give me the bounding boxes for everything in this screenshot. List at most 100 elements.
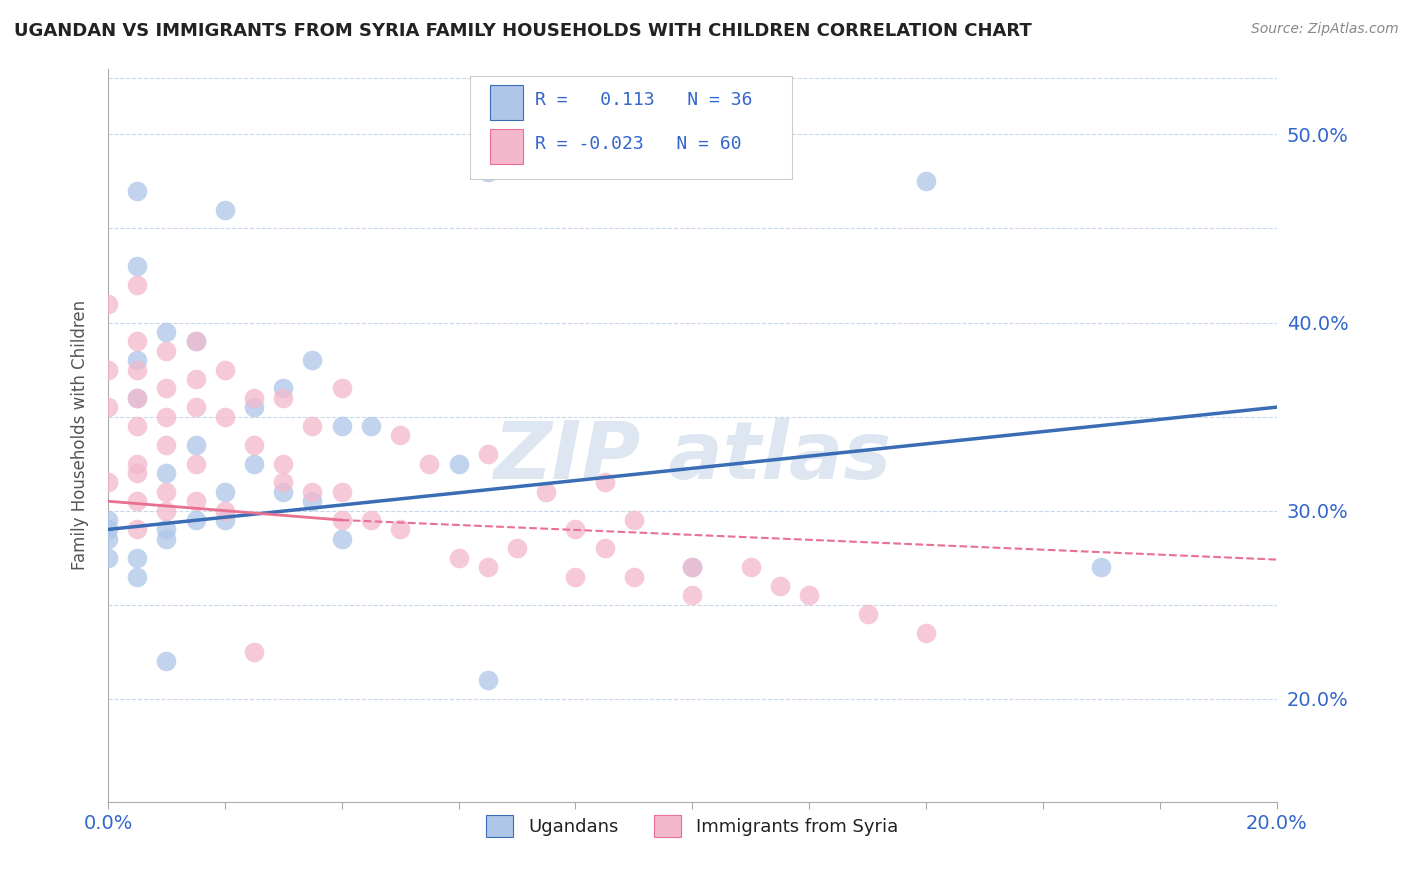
Point	[184, 400, 207, 414]
Point	[97, 550, 120, 565]
Point	[915, 174, 938, 188]
FancyBboxPatch shape	[470, 76, 792, 178]
Point	[155, 503, 177, 517]
Point	[477, 560, 499, 574]
Point	[127, 353, 149, 368]
Point	[214, 202, 236, 217]
Point	[564, 523, 586, 537]
Point	[418, 457, 440, 471]
Bar	[491, 85, 523, 120]
Point	[184, 334, 207, 349]
Point	[681, 560, 703, 574]
Point	[127, 277, 149, 292]
Text: Source: ZipAtlas.com: Source: ZipAtlas.com	[1251, 22, 1399, 37]
Point	[330, 381, 353, 395]
Point	[593, 475, 616, 490]
Point	[184, 438, 207, 452]
Point	[127, 494, 149, 508]
Point	[155, 532, 177, 546]
Point	[301, 494, 323, 508]
Point	[97, 523, 120, 537]
Point	[214, 503, 236, 517]
Point	[184, 494, 207, 508]
Point	[593, 541, 616, 556]
Point	[155, 466, 177, 480]
Point	[360, 419, 382, 434]
Point	[155, 343, 177, 358]
Point	[184, 457, 207, 471]
Point	[271, 475, 294, 490]
Point	[127, 550, 149, 565]
Point	[564, 569, 586, 583]
Point	[681, 560, 703, 574]
Point	[797, 588, 820, 602]
Point	[214, 409, 236, 424]
Point	[184, 334, 207, 349]
Point	[534, 484, 557, 499]
Point	[97, 296, 120, 310]
Point	[477, 447, 499, 461]
Point	[155, 484, 177, 499]
Point	[271, 391, 294, 405]
Point	[301, 484, 323, 499]
Point	[127, 259, 149, 273]
Point	[243, 400, 266, 414]
Point	[127, 466, 149, 480]
Point	[915, 626, 938, 640]
Point	[214, 513, 236, 527]
Point	[155, 325, 177, 339]
Point	[330, 532, 353, 546]
Text: R = -0.023   N = 60: R = -0.023 N = 60	[534, 135, 741, 153]
Bar	[491, 128, 523, 164]
Point	[740, 560, 762, 574]
Point	[623, 513, 645, 527]
Point	[623, 569, 645, 583]
Point	[271, 457, 294, 471]
Point	[447, 550, 470, 565]
Point	[97, 475, 120, 490]
Point	[389, 523, 412, 537]
Point	[127, 391, 149, 405]
Point	[271, 484, 294, 499]
Point	[243, 457, 266, 471]
Point	[155, 523, 177, 537]
Point	[127, 523, 149, 537]
Point	[214, 362, 236, 376]
Point	[97, 362, 120, 376]
Point	[155, 654, 177, 668]
Point	[97, 513, 120, 527]
Point	[301, 353, 323, 368]
Point	[506, 541, 529, 556]
Point	[681, 588, 703, 602]
Point	[477, 673, 499, 687]
Legend: Ugandans, Immigrants from Syria: Ugandans, Immigrants from Syria	[479, 808, 905, 845]
Point	[155, 381, 177, 395]
Point	[155, 438, 177, 452]
Point	[97, 400, 120, 414]
Point	[127, 419, 149, 434]
Point	[184, 513, 207, 527]
Point	[214, 484, 236, 499]
Point	[330, 484, 353, 499]
Point	[856, 607, 879, 621]
Y-axis label: Family Households with Children: Family Households with Children	[72, 301, 89, 571]
Point	[127, 334, 149, 349]
Point	[155, 409, 177, 424]
Point	[389, 428, 412, 442]
Point	[330, 513, 353, 527]
Point	[477, 165, 499, 179]
Point	[360, 513, 382, 527]
Point	[769, 579, 792, 593]
Text: R =   0.113   N = 36: R = 0.113 N = 36	[534, 91, 752, 109]
Point	[127, 457, 149, 471]
Point	[184, 372, 207, 386]
Text: ZIP atlas: ZIP atlas	[494, 418, 891, 497]
Point	[447, 457, 470, 471]
Point	[127, 184, 149, 198]
Point	[127, 569, 149, 583]
Point	[243, 438, 266, 452]
Point	[97, 532, 120, 546]
Point	[243, 391, 266, 405]
Point	[301, 419, 323, 434]
Point	[330, 419, 353, 434]
